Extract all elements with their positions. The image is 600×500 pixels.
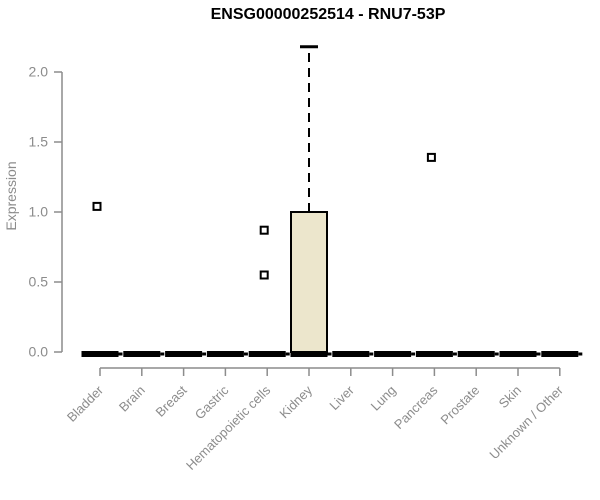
y-tick-label: 1.0 xyxy=(29,204,49,220)
x-tick-label: Liver xyxy=(326,382,357,413)
median-line xyxy=(123,351,161,357)
outlier-point xyxy=(426,152,436,162)
outlier-point xyxy=(259,225,269,235)
box xyxy=(290,211,328,353)
median-line xyxy=(332,351,370,357)
median-line-end xyxy=(578,352,583,356)
median-line xyxy=(415,351,453,357)
x-tick-label: Pancreas xyxy=(391,382,441,432)
median-line xyxy=(81,351,119,357)
median-line-end xyxy=(160,352,165,356)
median-line xyxy=(374,351,412,357)
median-line-end xyxy=(369,352,374,356)
x-tick-label: Unknown / Other xyxy=(486,382,566,462)
median-line xyxy=(165,351,203,357)
outlier-point xyxy=(259,270,269,280)
median-line-end xyxy=(327,352,332,356)
x-tick-label: Gastric xyxy=(192,382,232,422)
y-tick-label: 0.0 xyxy=(29,344,49,360)
median-line xyxy=(457,351,495,357)
median-line-end xyxy=(452,352,457,356)
median-line xyxy=(499,351,537,357)
y-tick-label: 1.5 xyxy=(29,134,49,150)
x-tick-label: Kidney xyxy=(276,382,315,421)
x-tick-label: Skin xyxy=(496,383,524,411)
median-line xyxy=(206,351,244,357)
median-line xyxy=(248,351,286,357)
median-line xyxy=(541,351,579,357)
median-line-end xyxy=(536,352,541,356)
median-line-end xyxy=(243,352,248,356)
y-tick-label: 0.5 xyxy=(29,274,49,290)
x-tick-label: Breast xyxy=(153,382,190,419)
chart-title: ENSG00000252514 - RNU7-53P xyxy=(210,6,446,23)
median-line xyxy=(290,351,328,357)
median-line-end xyxy=(202,352,207,356)
outlier-point xyxy=(92,201,102,211)
median-line-end xyxy=(411,352,416,356)
median-line-end xyxy=(285,352,290,356)
x-tick-label: Bladder xyxy=(64,382,107,425)
y-tick-label: 2.0 xyxy=(29,64,49,80)
x-tick-label: Lung xyxy=(368,383,399,414)
x-tick-label: Brain xyxy=(116,383,148,415)
median-line-end xyxy=(118,352,123,356)
median-line-end xyxy=(494,352,499,356)
x-tick-label: Prostate xyxy=(437,383,482,428)
